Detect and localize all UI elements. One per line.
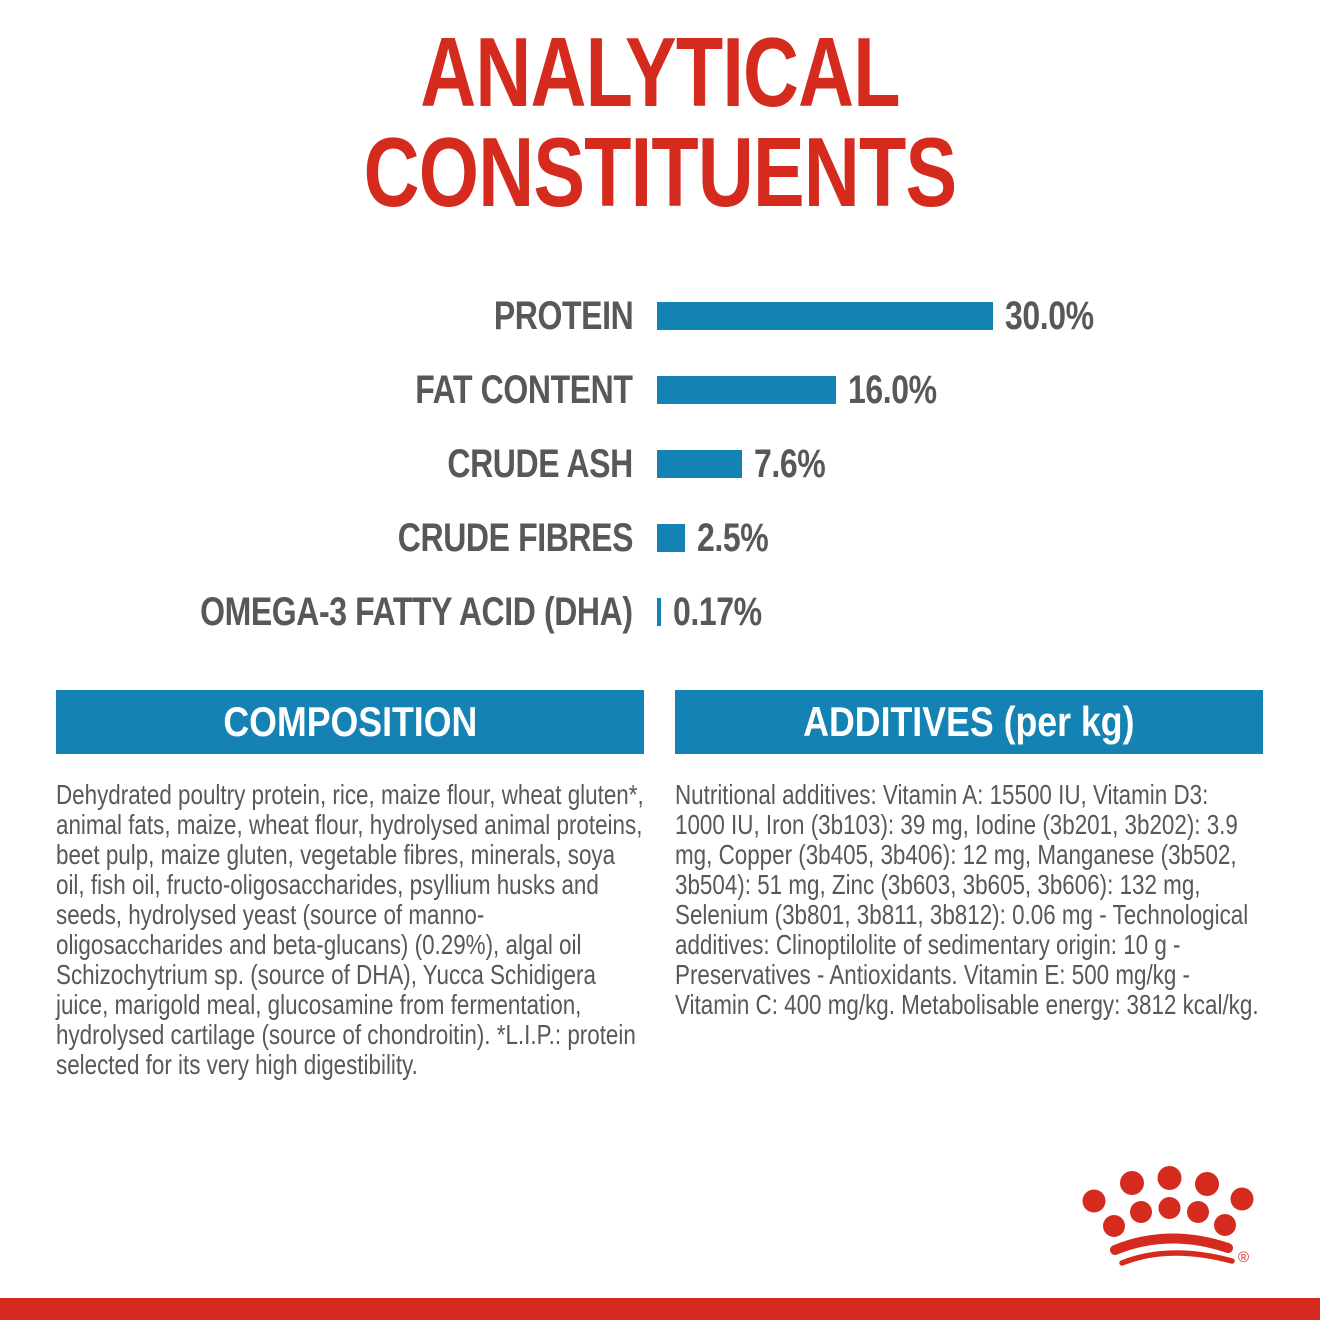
chart-row: CRUDE ASH 7.6% bbox=[0, 427, 1320, 501]
chart-value-label: 2.5% bbox=[697, 515, 769, 560]
bottom-red-bar bbox=[0, 1298, 1320, 1320]
royal-canin-crown-logo: ® bbox=[1082, 1166, 1254, 1266]
page-title: ANALYTICAL CONSTITUENTS bbox=[162, 22, 1157, 222]
chart-row: CRUDE FIBRES 2.5% bbox=[0, 501, 1320, 575]
chart-bar bbox=[657, 302, 993, 330]
chart-row: FAT CONTENT 16.0% bbox=[0, 353, 1320, 427]
composition-section: COMPOSITION Dehydrated poultry protein, … bbox=[56, 690, 644, 1080]
registered-trademark: ® bbox=[1238, 1249, 1249, 1266]
composition-header: COMPOSITION bbox=[56, 690, 644, 754]
chart-bar bbox=[657, 376, 837, 404]
composition-header-label: COMPOSITION bbox=[223, 698, 477, 745]
chart-bar bbox=[657, 524, 685, 552]
chart-category-label: OMEGA-3 FATTY ACID (DHA) bbox=[200, 589, 634, 634]
page-title-line-2: CONSTITUENTS bbox=[363, 117, 957, 227]
crown-base-swooshes bbox=[1110, 1233, 1235, 1266]
chart-category-label: CRUDE FIBRES bbox=[397, 515, 634, 560]
composition-body-text: Dehydrated poultry protein, rice, maize … bbox=[56, 779, 644, 1080]
chart-row: PROTEIN 30.0% bbox=[0, 279, 1320, 353]
additives-body-text: Nutritional additives: Vitamin A: 15500 … bbox=[675, 779, 1259, 1020]
chart-value-label: 30.0% bbox=[1005, 293, 1094, 338]
chart-value-label: 7.6% bbox=[754, 441, 826, 486]
chart-value-label: 0.17% bbox=[673, 589, 762, 634]
chart-category-label: FAT CONTENT bbox=[415, 367, 634, 412]
chart-bar bbox=[657, 598, 661, 626]
additives-section: ADDITIVES (per kg) Nutritional additives… bbox=[675, 690, 1263, 1080]
chart-row: OMEGA-3 FATTY ACID (DHA) 0.17% bbox=[0, 575, 1320, 649]
additives-header: ADDITIVES (per kg) bbox=[675, 690, 1263, 754]
page-title-line-1: ANALYTICAL bbox=[420, 17, 900, 127]
additives-header-label: ADDITIVES (per kg) bbox=[803, 698, 1135, 745]
chart-value-label: 16.0% bbox=[848, 367, 937, 412]
chart-category-label: PROTEIN bbox=[493, 293, 634, 338]
crown-dots bbox=[1082, 1166, 1254, 1237]
chart-category-label: CRUDE ASH bbox=[447, 441, 634, 486]
chart-bar bbox=[657, 450, 743, 478]
info-columns: COMPOSITION Dehydrated poultry protein, … bbox=[56, 690, 1264, 1080]
analytical-chart: PROTEIN 30.0% FAT CONTENT 16.0% CRUDE ASH 7.6… bbox=[0, 279, 1320, 649]
